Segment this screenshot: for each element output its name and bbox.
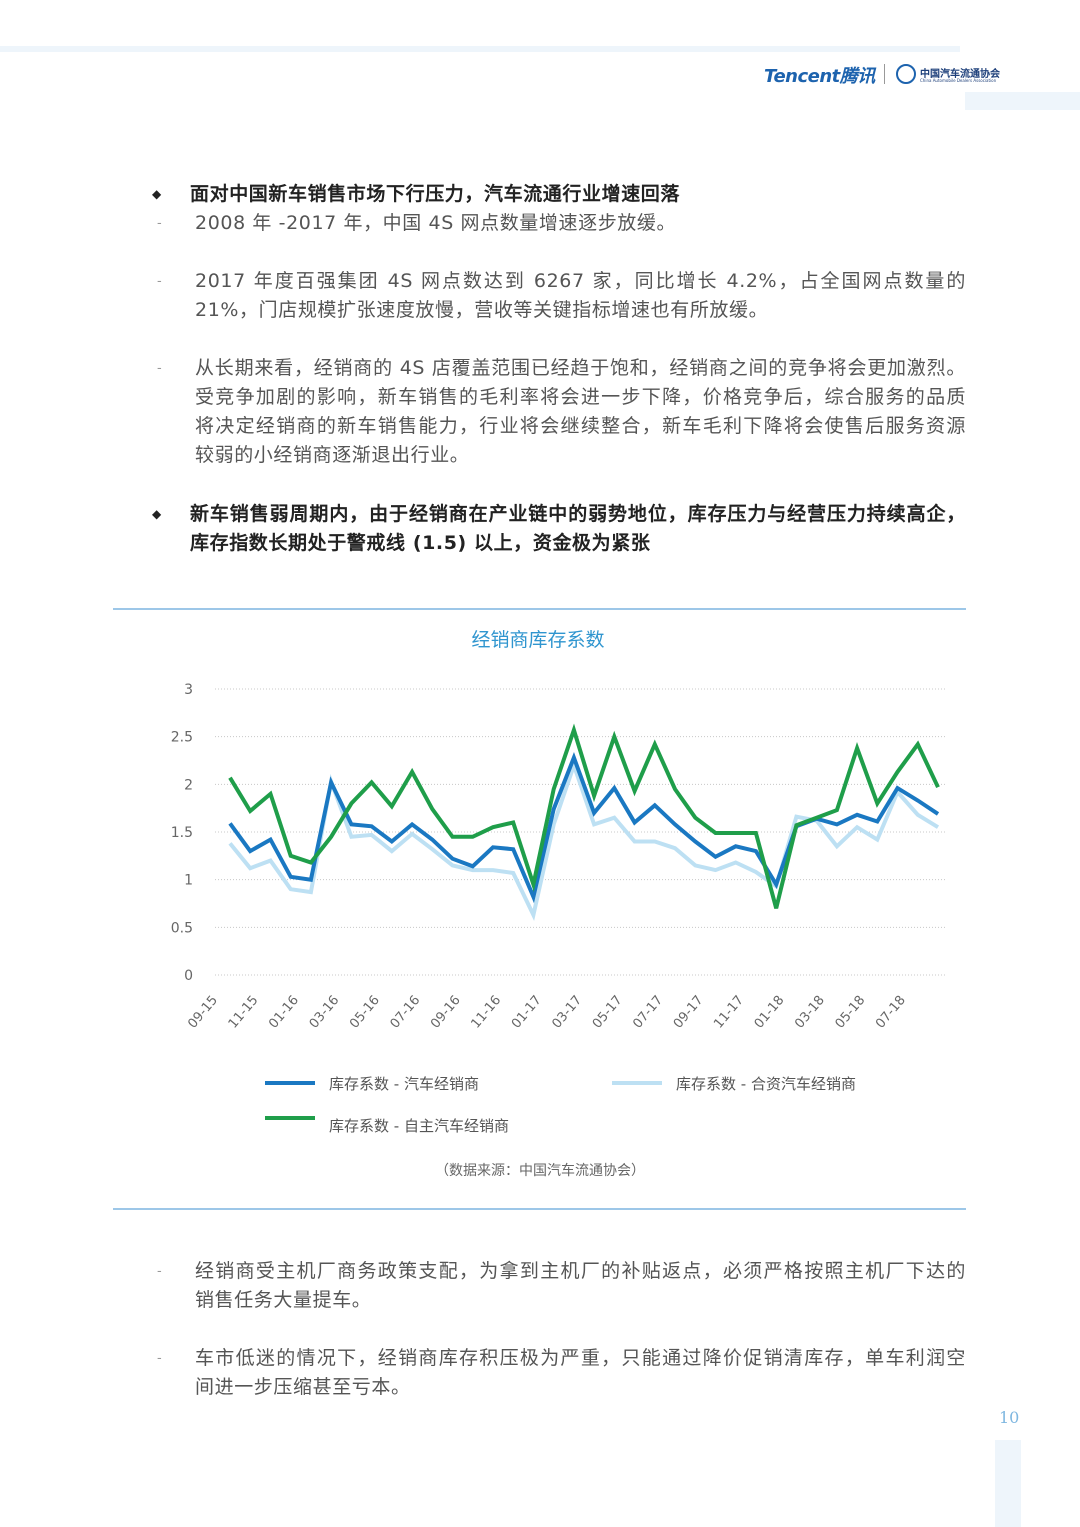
x-tick-label: 05-16 [347,993,383,1032]
list-item: - 车市低迷的情况下，经销商库存积压极为严重，只能通过降价促销清库存，单车利润空间… [157,1344,966,1402]
side-strip [995,1440,1021,1527]
y-tick-label: 0 [184,968,193,984]
y-tick-label: 0.5 [171,920,193,936]
association: 中国汽车流通协会 [920,69,1000,80]
text-line: 受竞争加剧的影响，新车销售的毛利率将会进一步下降，价格竞争后，综合服务的品质 [195,386,966,408]
series-line [228,723,940,909]
marker: - [157,361,163,376]
marker: ◆ [152,187,162,201]
text-line: 间进一步压缩甚至亏本。 [195,1376,411,1398]
source: （数据来源：中国汽车流通协会） [435,1162,645,1179]
divider [884,64,885,84]
y-tick-label: 1.5 [171,825,193,841]
chart: 经销商库存系数 （数据来源：中国汽车流通协会） 0 0.5 1 1.5 2 2.5 3 09-… [113,608,966,1210]
x-tick-label: 09-16 [428,993,464,1032]
text-line: 面对中国新车销售市场下行压力，汽车流通行业增速回落 [190,183,681,205]
marker: ◆ [152,507,162,521]
text-line: 较弱的小经销商逐渐退出行业。 [195,444,470,466]
x-tick-label: 09-15 [185,993,221,1032]
x-tick-label: 05-17 [590,993,626,1032]
text-line: 车市低迷的情况下，经销商库存积压极为严重，只能通过降价促销清库存，单车利润空 [195,1347,966,1369]
chart-title: 经销商库存系数 [471,629,604,651]
logo [896,64,916,84]
marker: - [157,1264,163,1279]
legend-label: 库存系数 - 自主汽车经销商 [329,1117,509,1135]
text-line: 将决定经销商的新车销售能力，行业将会继续整合，新车毛利下降将会使售后服务资源 [195,415,966,437]
corner-band [965,92,1080,110]
legend-label: 库存系数 - 汽车经销商 [329,1075,479,1093]
text-line: 销售任务大量提车。 [195,1289,372,1311]
legend-label: 库存系数 - 合资汽车经销商 [676,1075,856,1093]
page-number: 10 [999,1408,1020,1427]
text-line: 库存指数长期处于警戒线 (1.5) 以上，资金极为紧张 [190,532,651,554]
heading: ◆ 新车销售弱周期内，由于经销商在产业链中的弱势地位，库存压力与经营压力持续高企，… [152,500,966,558]
y-tick-label: 1 [184,873,193,889]
text-line: 从长期来看，经销商的 4S 店覆盖范围已经趋于饱和，经销商之间的竞争将会更加激烈… [195,357,966,379]
x-tick-label: 01-18 [752,993,788,1032]
list-item: - 从长期来看，经销商的 4S 店覆盖范围已经趋于饱和，经销商之间的竞争将会更加激… [157,354,966,470]
top-band [0,46,960,52]
x-tick-label: 11-15 [226,993,262,1032]
x-tick-label: 07-17 [630,993,666,1032]
x-tick-label: 07-16 [388,993,424,1032]
x-tick-label: 03-18 [792,993,828,1032]
brand: Tencent腾讯 [764,66,875,87]
x-tick-label: 11-16 [468,993,504,1032]
x-tick-label: 01-17 [509,993,545,1032]
x-tick-label: 09-17 [671,993,707,1032]
x-tick-label: 03-16 [307,993,343,1032]
x-tick-label: 07-18 [873,993,909,1032]
y-tick-label: 2 [184,777,193,793]
series-line [228,751,940,904]
heading: ◆ 面对中国新车销售市场下行压力，汽车流通行业增速回落 [152,180,966,209]
marker: - [157,216,163,231]
list-item: - 2008 年 -2017 年，中国 4S 网点数量增速逐步放缓。 [157,209,966,238]
list-item: - 经销商受主机厂商务政策支配，为拿到主机厂的补贴返点，必须严格按照主机厂下达的销… [157,1257,966,1315]
x-tick-label: 05-18 [833,993,869,1032]
list-item: - 2017 年度百强集团 4S 网点数达到 6267 家，同比增长 4.2%，占… [157,267,966,325]
text-line: 新车销售弱周期内，由于经销商在产业链中的弱势地位，库存压力与经营压力持续高企， [190,503,966,525]
series-line [228,759,940,921]
text-line: 2008 年 -2017 年，中国 4S 网点数量增速逐步放缓。 [195,212,677,234]
marker: - [157,274,163,289]
text-line: 21%，门店规模扩张速度放慢，营收等关键指标增速也有所放缓。 [195,299,769,321]
y-tick-label: 3 [184,682,193,698]
association-en: China Automobile Dealers Association [920,78,997,83]
x-tick-label: 11-17 [711,993,747,1032]
x-tick-label: 01-16 [266,993,302,1032]
x-tick-label: 03-17 [549,993,585,1032]
y-tick-label: 2.5 [171,730,193,746]
text-line: 经销商受主机厂商务政策支配，为拿到主机厂的补贴返点，必须严格按照主机厂下达的 [195,1260,966,1282]
marker: - [157,1351,163,1366]
text-line: 2017 年度百强集团 4S 网点数达到 6267 家，同比增长 4.2%，占全… [195,270,966,292]
